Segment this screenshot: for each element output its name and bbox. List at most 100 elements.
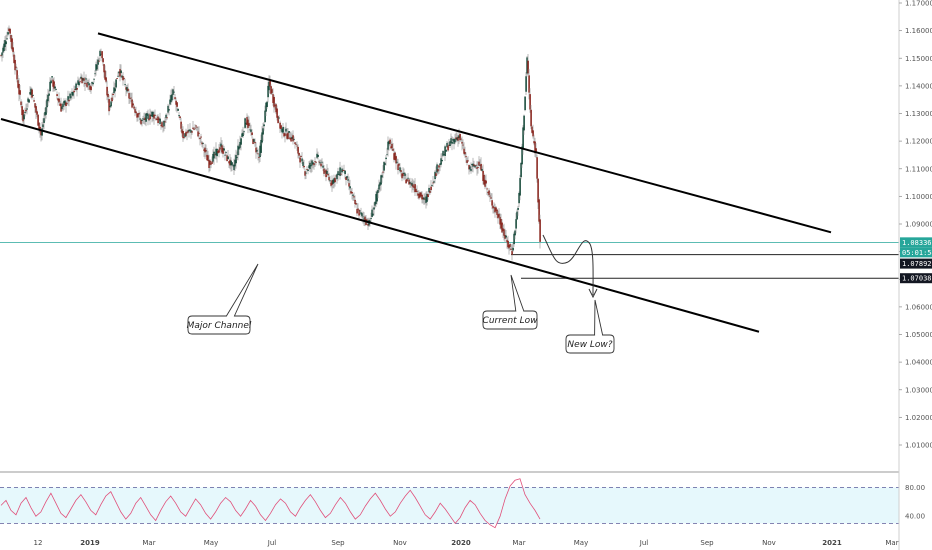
candle-body [255,147,257,153]
candle-body [172,89,174,95]
y-tick-label: 1.05000 [905,331,932,339]
candle-body [331,180,333,186]
y-tick-label: 1.14000 [905,82,932,90]
candle-body [526,57,528,74]
x-tick-label: Mar [512,539,525,547]
candle-body [379,182,381,186]
candle-body [329,180,331,182]
candle-body [367,224,369,226]
candle-body [54,86,56,89]
candle-body [504,234,506,239]
candles [0,25,541,261]
candle-body [99,50,101,57]
candle-body [224,154,226,156]
candle-body [477,167,479,168]
candle-body [418,193,420,199]
projection-arrowhead [588,288,598,299]
candle-body [302,161,304,166]
candle-body [212,153,214,162]
candle-body [485,180,487,184]
candle-body [246,117,248,126]
candle-body [137,113,139,118]
x-tick-label: Nov [762,539,776,547]
y-tick-label: 1.11000 [905,165,932,173]
x-tick-label: Jul [639,539,649,547]
candle-body [173,91,175,93]
candle-body [429,190,431,193]
y-tick-label: 1.04000 [905,359,932,367]
candle-body [68,99,70,102]
candle-body [342,170,344,171]
y-tick-label: 1.09000 [905,221,932,229]
candle-body [138,113,140,115]
y-tick-label: 1.06000 [905,303,932,311]
candle-body [527,60,529,74]
candle-body [270,86,272,94]
candle-body [299,157,301,163]
candle-body [154,114,156,116]
candle-body [222,148,224,154]
candle-body [170,95,172,103]
candle-body [539,219,541,242]
candle-body [202,142,204,144]
candle-body [317,154,319,157]
candle-body [533,141,535,144]
candle-body [25,109,27,112]
candle-body [520,162,522,178]
rsi-line [0,478,541,529]
candle-body [292,135,294,142]
candle-body [458,135,460,139]
candle-body [296,145,298,147]
candle-body [316,153,318,158]
candle-body [498,213,500,217]
candle-body [86,82,88,88]
candle-body [492,205,494,209]
candle-body [213,151,215,159]
candle-body [344,170,346,175]
candle-body [43,118,45,123]
candle-body [505,235,507,238]
countdown-badge-bg [900,247,932,258]
candle-body [388,141,390,145]
candle-body [65,102,67,106]
candle-body [58,98,60,103]
candle-body [164,121,166,123]
candle-body [422,197,424,200]
candle-body [278,117,280,119]
candle-body [353,196,355,198]
candle-body [402,173,404,177]
candle-body [454,138,456,143]
candle-body [297,146,299,154]
candle-body [264,110,266,123]
candle-body [184,133,186,137]
candle-body [467,160,469,162]
candle-body [64,100,66,106]
candle-body [291,136,293,139]
candle-body [330,182,332,186]
candle-body [159,118,161,125]
candle-body [471,163,473,165]
candle-body [424,198,426,200]
candle-body [431,185,433,186]
candle-body [400,170,402,172]
candle-body [333,178,335,183]
candle-body [19,90,21,95]
candle-body [456,137,458,141]
candle-body [393,153,395,160]
candle-body [451,141,453,144]
candle-body [415,189,417,193]
candle-body [394,152,396,161]
candle-body [455,137,457,140]
candle-body [165,114,167,118]
candle-body [319,162,321,164]
candle-body [75,83,77,91]
candle-body [460,138,462,140]
candle-body [521,146,523,165]
candle-body [200,136,202,138]
candle-body [14,59,16,71]
candle-body [11,38,13,50]
rsi-y-tick-label: 40.00 [905,513,925,521]
candle-body [119,68,121,77]
